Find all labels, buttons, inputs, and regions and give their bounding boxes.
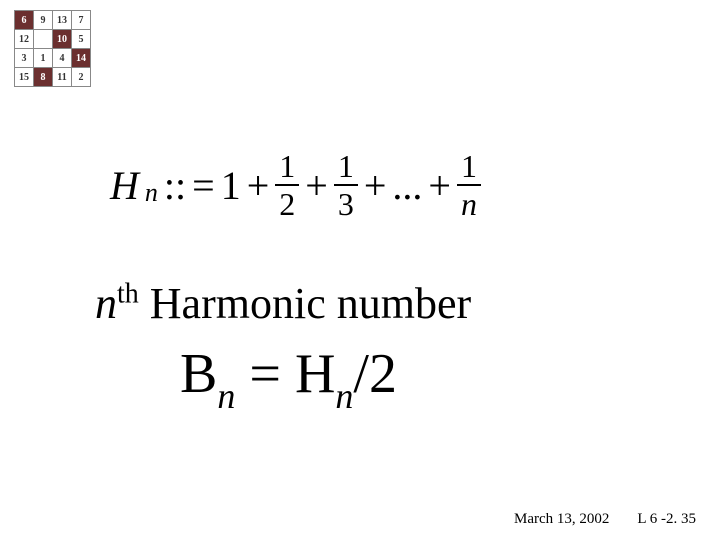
- eq-equals: =: [235, 343, 295, 405]
- formula-assign: ::: [164, 162, 186, 209]
- formula-eq: =: [192, 162, 215, 209]
- formula-plus-4: +: [428, 162, 451, 209]
- formula-first-term: 1: [221, 162, 241, 209]
- eq-n2: n: [335, 376, 353, 416]
- grid-cell: 2: [72, 68, 91, 87]
- formula-plus-1: +: [247, 162, 270, 209]
- formula-frac-n: 1n: [457, 150, 481, 220]
- formula-plus-2: +: [305, 162, 328, 209]
- frac-den: 2: [275, 184, 299, 220]
- grid-cell: 7: [72, 11, 91, 30]
- grid-cell: 14: [72, 49, 91, 68]
- eq-n1: n: [217, 376, 235, 416]
- grid-cell: 3: [15, 49, 34, 68]
- frac-num: 1: [275, 150, 299, 184]
- formula-frac-2: 13: [334, 150, 358, 220]
- grid-cell: 11: [53, 68, 72, 87]
- formula-frac-1: 12: [275, 150, 299, 220]
- heading-th: th: [117, 278, 139, 309]
- eq-H: H: [295, 343, 335, 405]
- slide-footer: March 13, 2002 L 6 -2. 35: [514, 511, 696, 528]
- formula-ellipsis: ...: [392, 162, 422, 209]
- grid-cell: 5: [72, 30, 91, 49]
- eq-tail: /2: [353, 343, 397, 405]
- grid-cell: 8: [34, 68, 53, 87]
- magic-square-icon: 691371210531414158112: [14, 10, 91, 87]
- grid-cell: 15: [15, 68, 34, 87]
- grid-cell: 13: [53, 11, 72, 30]
- grid-cell: [34, 30, 53, 49]
- frac-num: 1: [457, 150, 481, 184]
- formula-lhs-var: H: [110, 162, 139, 209]
- footer-ref: L 6 -2. 35: [637, 511, 696, 528]
- grid-cell: 9: [34, 11, 53, 30]
- grid-cell: 10: [53, 30, 72, 49]
- frac-num: 1: [334, 150, 358, 184]
- footer-date: March 13, 2002: [514, 511, 609, 528]
- formula-lhs-sub: n: [145, 178, 158, 208]
- formula-plus-3: +: [364, 162, 387, 209]
- heading-rest: Harmonic number: [139, 279, 471, 328]
- grid-cell: 1: [34, 49, 53, 68]
- frac-den: 3: [334, 184, 358, 220]
- frac-den: n: [457, 184, 481, 220]
- harmonic-formula: Hn ::= 1 + 12 + 13 + ... + 1n: [110, 150, 481, 220]
- eq-B: B: [180, 343, 217, 405]
- grid-cell: 4: [53, 49, 72, 68]
- bn-equation: Bn = Hn/2: [180, 342, 397, 413]
- grid-cell: 12: [15, 30, 34, 49]
- grid-cell: 6: [15, 11, 34, 30]
- slide-heading: nth Harmonic number: [95, 278, 471, 329]
- heading-n: n: [95, 279, 117, 328]
